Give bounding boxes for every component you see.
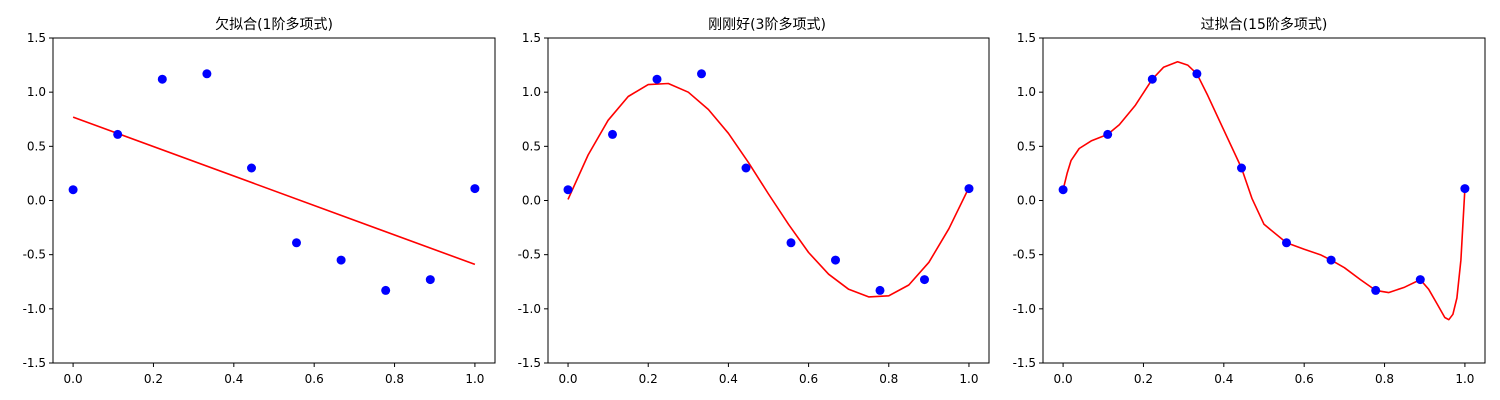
data-point xyxy=(1415,275,1425,285)
axes-frame xyxy=(52,37,496,364)
data-point xyxy=(875,285,885,295)
x-tick-label: 0.2 xyxy=(1134,372,1153,386)
y-tick-label: -0.5 xyxy=(23,248,46,262)
fit-line xyxy=(72,116,476,266)
data-point xyxy=(1282,238,1291,248)
x-tick-label: 0.2 xyxy=(639,372,658,386)
data-point xyxy=(1192,69,1202,79)
data-point xyxy=(470,184,480,194)
chart-goodfit: 刚刚好(3阶多项式) -1.5-1.0-0.50.00.51.01.5 0.0 0… xyxy=(518,16,990,386)
y-tick-label: -1.0 xyxy=(518,302,541,316)
chart-overfit: 过拟合(15阶多项式) -1.5 -1.0 -0.5 0.0 0.5 1.0 1.5 0.0… xyxy=(1013,16,1486,386)
data-point xyxy=(113,129,123,139)
x-tick-label: 0.8 xyxy=(385,372,404,386)
y-tick-label: 1.5 xyxy=(1017,31,1036,45)
y-tick-label: -1.0 xyxy=(1013,302,1036,316)
fit-series xyxy=(72,116,476,266)
x-axis: 0.0 0.2 0.4 0.6 0.8 1.0 xyxy=(558,363,979,386)
y-tick-label: -0.5 xyxy=(1013,248,1036,262)
x-tick-label: 0.0 xyxy=(1054,372,1073,386)
data-point xyxy=(1460,184,1470,194)
data-point xyxy=(68,185,78,195)
data-point xyxy=(425,275,435,285)
x-tick-label: 0.0 xyxy=(64,372,83,386)
chart-title: 过拟合(15阶多项式) xyxy=(1201,16,1328,33)
y-tick-label: -1.5 xyxy=(23,356,46,370)
y-tick-label: -1.5 xyxy=(1013,356,1036,370)
data-point xyxy=(1058,185,1068,195)
y-tick-label: 0.5 xyxy=(522,139,541,153)
data-point xyxy=(157,74,167,84)
x-tick-label: 0.4 xyxy=(719,372,738,386)
data-point xyxy=(381,285,391,295)
chart-title: 欠拟合(1阶多项式) xyxy=(215,16,333,33)
y-axis: -1.5 -1.0 -0.5 0.0 0.5 1.0 1.5 xyxy=(1013,31,1043,370)
y-tick-label: 0.5 xyxy=(27,139,46,153)
chart-title: 刚刚好(3阶多项式) xyxy=(708,16,826,33)
fit-line xyxy=(1062,60,1466,321)
data-point xyxy=(202,69,212,79)
data-point xyxy=(1326,255,1336,265)
fit-line xyxy=(567,82,970,298)
y-tick-label: -1.5 xyxy=(518,356,541,370)
data-point xyxy=(247,163,256,173)
x-axis: 0.0 0.2 0.4 0.6 0.8 1.0 xyxy=(64,363,484,386)
data-point xyxy=(964,184,974,194)
scatter-series xyxy=(68,69,480,295)
data-point xyxy=(1103,129,1113,139)
data-point xyxy=(1237,163,1246,173)
chart-underfit: 欠拟合(1阶多项式) -1.5-1.0-0.50.00.51.01.5 0.0 0… xyxy=(23,16,496,386)
x-tick-label: 0.8 xyxy=(1375,372,1394,386)
data-point xyxy=(741,163,751,173)
axes-frame xyxy=(547,37,990,364)
y-tick-label: -1.0 xyxy=(23,302,46,316)
axes-frame xyxy=(1042,37,1486,364)
x-tick-label: 1.0 xyxy=(1455,372,1474,386)
data-point xyxy=(831,255,840,265)
x-tick-label: 1.0 xyxy=(465,372,484,386)
x-tick-label: 0.0 xyxy=(558,372,577,386)
data-point xyxy=(336,255,346,265)
x-tick-label: 0.4 xyxy=(1214,372,1233,386)
y-axis: -1.5 -1.0 -0.5 0.0 0.5 1.0 1.5 xyxy=(23,31,53,370)
fit-series xyxy=(567,82,970,298)
x-tick-label: 0.2 xyxy=(144,372,163,386)
data-point xyxy=(563,185,573,195)
y-tick-label: 0.0 xyxy=(27,194,46,208)
scatter-series xyxy=(563,69,974,295)
data-point xyxy=(1371,285,1381,295)
fit-series xyxy=(1062,60,1466,321)
scatter-series xyxy=(1058,69,1470,295)
y-tick-label: 1.5 xyxy=(522,31,541,45)
y-tick-label: -0.5 xyxy=(518,248,541,262)
y-tick-label: 1.0 xyxy=(522,85,541,99)
x-tick-label: 0.4 xyxy=(224,372,243,386)
y-tick-label: 1.0 xyxy=(1017,85,1036,99)
x-axis: 0.0 0.2 0.4 0.6 0.8 1.0 xyxy=(1054,363,1474,386)
data-point xyxy=(292,238,301,248)
data-point xyxy=(652,74,662,84)
y-tick-label: 1.0 xyxy=(27,85,46,99)
data-point xyxy=(697,69,706,79)
y-axis: -1.5 -1.0 -0.5 0.0 0.5 1.0 1.5 xyxy=(518,31,548,370)
y-tick-label: 0.0 xyxy=(522,194,541,208)
x-tick-label: 0.8 xyxy=(879,372,898,386)
data-point xyxy=(920,275,929,285)
data-point xyxy=(786,238,796,248)
x-tick-label: 0.6 xyxy=(799,372,818,386)
data-point xyxy=(608,129,617,139)
y-tick-label: 0.5 xyxy=(1017,139,1036,153)
x-tick-label: 1.0 xyxy=(959,372,978,386)
x-tick-label: 0.6 xyxy=(305,372,324,386)
y-tick-label: 1.5 xyxy=(27,31,46,45)
data-point xyxy=(1147,74,1157,84)
x-tick-label: 0.6 xyxy=(1295,372,1314,386)
y-tick-label: 0.0 xyxy=(1017,194,1036,208)
